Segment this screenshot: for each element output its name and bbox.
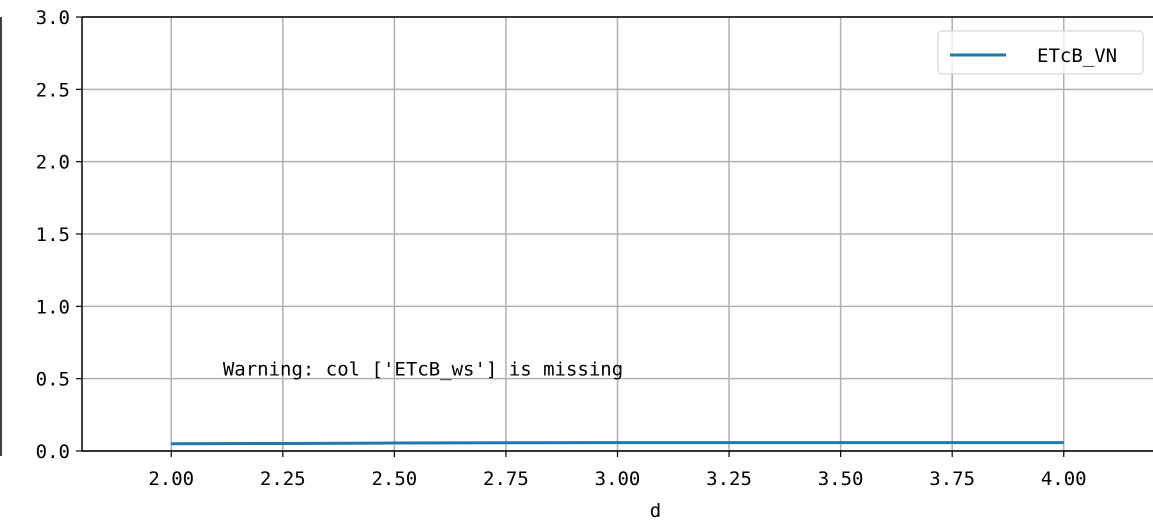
- x-tick-label: 2.50: [371, 468, 417, 490]
- series-line-etcb-vn: [171, 441, 1064, 446]
- x-tick-label: 3.75: [929, 468, 975, 490]
- axes: [0, 16, 1153, 457]
- x-axis-title: d: [650, 500, 661, 522]
- y-tick-label: 1.0: [36, 296, 70, 318]
- warning-annotation: Warning: col ['ETcB_ws'] is missing: [223, 358, 623, 380]
- x-tick-label: 2.00: [148, 468, 194, 490]
- legend-label-etcb-vn: ETcB_VN: [1037, 45, 1117, 67]
- y-tick-label: 3.0: [36, 7, 70, 29]
- x-tick-label: 4.00: [1041, 468, 1087, 490]
- x-tick-label: 3.50: [818, 468, 864, 490]
- y-tick-label: 2.5: [36, 79, 70, 101]
- legend-box: [937, 30, 1144, 75]
- x-tick-label: 2.25: [260, 468, 306, 490]
- y-tick-label: 0.5: [36, 369, 70, 391]
- x-tick-label: 2.75: [483, 468, 529, 490]
- y-tick-label: 2.0: [36, 152, 70, 174]
- series-lines: [171, 441, 1064, 446]
- tick-labels: 2.00 2.25 2.50 2.75 3.00 3.25 3.50 3.75 4.00 0.0 0…: [36, 7, 1087, 490]
- legend: ETcB_VN: [937, 30, 1144, 75]
- x-tick-label: 3.25: [706, 468, 752, 490]
- y-tick-label: 1.5: [36, 224, 70, 246]
- grid: [82, 16, 1153, 452]
- x-tick-label: 3.00: [595, 468, 641, 490]
- y-tick-label: 0.0: [36, 441, 70, 463]
